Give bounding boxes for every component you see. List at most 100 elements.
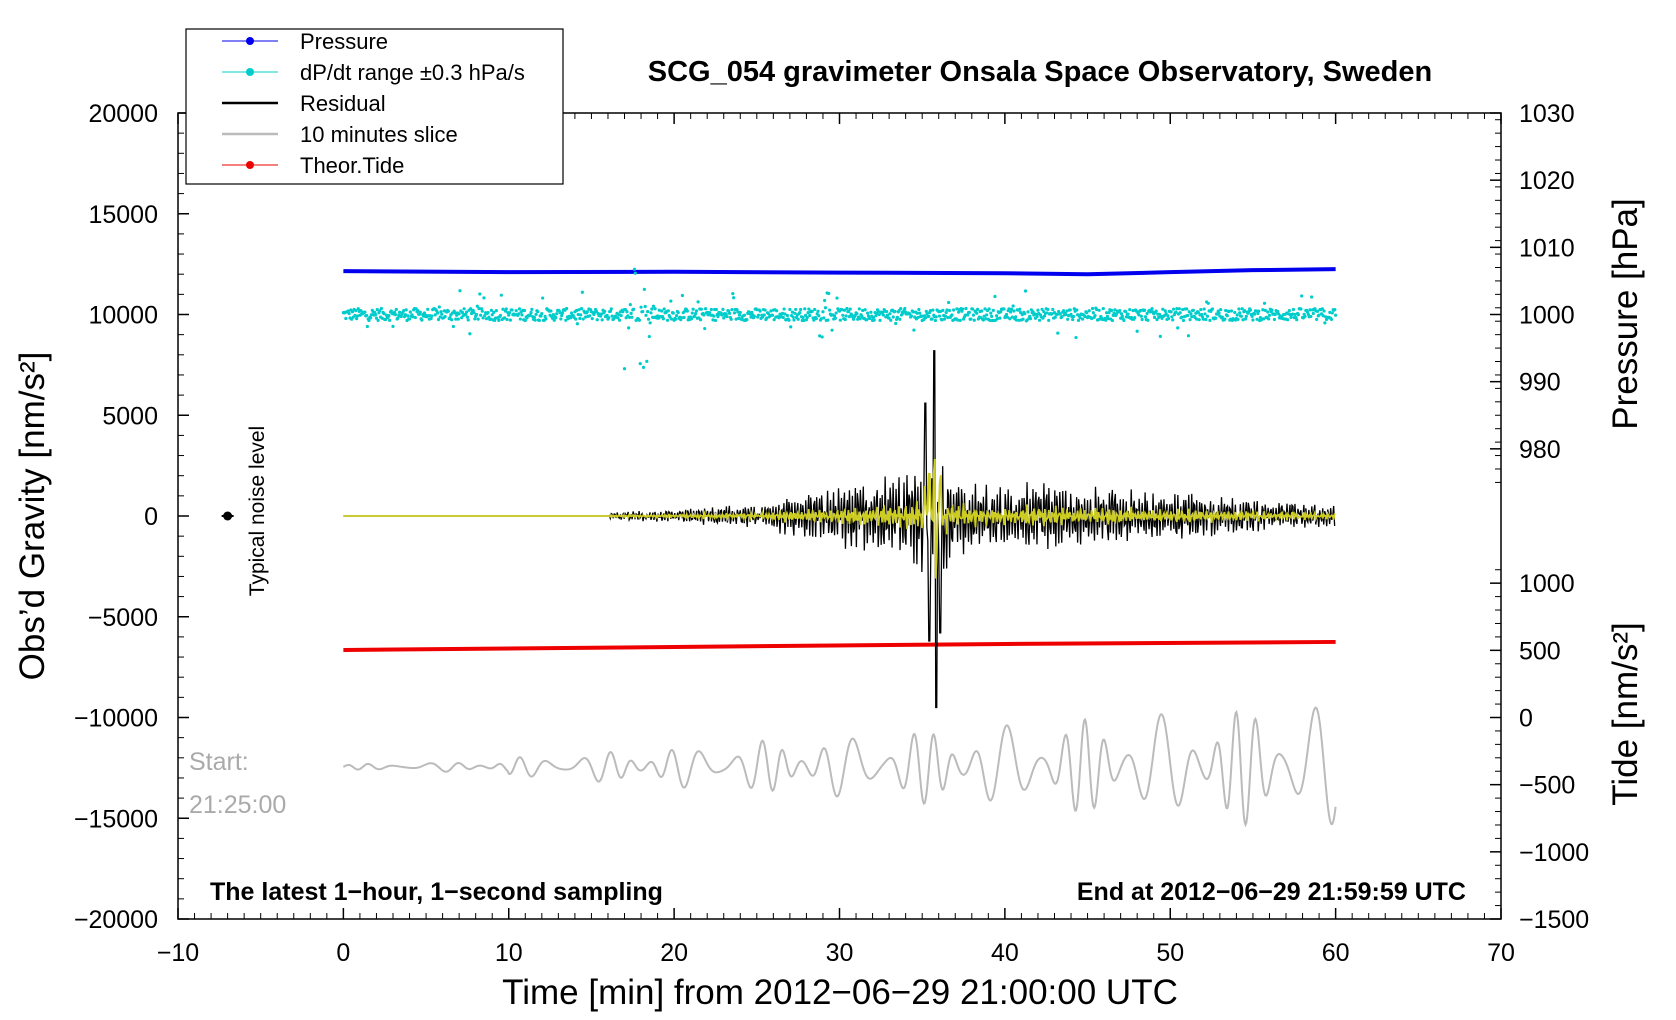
dpdt-point	[806, 311, 810, 315]
dpdt-point	[1255, 317, 1259, 321]
dpdt-point	[1303, 314, 1307, 319]
dpdt-point	[694, 311, 698, 316]
dpdt-point	[482, 296, 486, 300]
dpdt-point	[1036, 308, 1040, 312]
y-tick-label: 0	[144, 503, 158, 531]
dpdt-point	[1170, 315, 1174, 319]
dpdt-point	[930, 317, 934, 321]
dpdt-point	[1118, 308, 1122, 313]
dpdt-point	[623, 307, 627, 312]
dpdt-point	[446, 309, 450, 313]
dpdt-point	[436, 317, 441, 322]
dpdt-point	[716, 315, 720, 319]
dpdt-point	[851, 317, 856, 321]
dpdt-point	[1135, 329, 1139, 333]
dpdt-point	[987, 307, 991, 311]
dpdt-point	[1171, 307, 1176, 311]
dpdt-point	[1205, 314, 1210, 318]
legend-label: 10 minutes slice	[300, 122, 458, 147]
dpdt-point	[578, 316, 582, 321]
dpdt-point	[822, 316, 826, 320]
legend-label: Pressure	[300, 29, 388, 54]
x-tick-label: 0	[336, 939, 350, 967]
dpdt-point	[499, 293, 503, 297]
dpdt-point	[1262, 317, 1266, 321]
dpdt-point	[885, 309, 889, 314]
dpdt-point	[779, 315, 783, 319]
dpdt-point	[422, 311, 427, 315]
dpdt-point	[1038, 318, 1042, 322]
dpdt-point	[443, 315, 447, 319]
dpdt-point	[440, 312, 444, 316]
dpdt-point	[436, 311, 440, 315]
dpdt-point	[477, 306, 481, 311]
dpdt-point	[749, 315, 753, 319]
dpdt-point	[780, 311, 785, 315]
dpdt-point	[1074, 335, 1078, 340]
dpdt-point	[940, 318, 944, 322]
dpdt-point	[714, 307, 718, 312]
dpdt-point	[462, 307, 466, 311]
dpdt-point	[801, 316, 805, 320]
dpdt-point	[429, 316, 433, 321]
legend-box	[185, 28, 564, 185]
dpdt-point	[1028, 317, 1033, 321]
dpdt-point	[398, 310, 402, 314]
dpdt-point	[1009, 310, 1013, 314]
dpdt-point	[1186, 313, 1190, 318]
dpdt-point	[1110, 318, 1114, 323]
dpdt-point	[756, 313, 761, 317]
dpdt-point	[490, 313, 494, 317]
y-tick-label: −20000	[74, 906, 158, 934]
noise-label: Typical noise level	[246, 426, 269, 596]
dpdt-point	[480, 309, 484, 313]
dpdt-point	[544, 317, 548, 321]
dpdt-point	[682, 315, 686, 320]
dpdt-point	[448, 315, 452, 320]
dpdt-point	[616, 316, 620, 320]
dpdt-point	[660, 309, 664, 313]
dpdt-point	[1155, 317, 1159, 322]
dpdt-point	[969, 317, 973, 321]
dpdt-point	[1308, 308, 1312, 312]
dpdt-point	[1004, 312, 1009, 317]
dpdt-point	[380, 316, 384, 320]
dpdt-point	[912, 328, 916, 332]
x-tick-label: 40	[991, 939, 1019, 967]
dpdt-point	[522, 308, 527, 313]
dpdt-point	[1064, 313, 1068, 317]
dpdt-point	[738, 310, 742, 315]
dpdt-point	[727, 311, 732, 316]
dpdt-point	[794, 307, 798, 312]
dpdt-point	[1244, 314, 1248, 318]
dpdt-point	[827, 291, 831, 296]
dpdt-point	[1243, 317, 1248, 321]
dpdt-point	[699, 307, 704, 311]
dpdt-point	[703, 307, 708, 311]
dpdt-point	[713, 318, 718, 323]
dpdt-point	[1177, 307, 1181, 311]
dpdt-point	[998, 316, 1002, 320]
dpdt-point	[866, 311, 870, 315]
dpdt-point	[871, 316, 876, 320]
dpdt-point	[1041, 316, 1045, 320]
dpdt-point	[1143, 308, 1147, 312]
pressure-series	[343, 267, 1336, 277]
dpdt-point	[1206, 301, 1210, 305]
dpdt-point	[641, 309, 645, 314]
dpdt-point	[1018, 307, 1022, 311]
dpdt-point	[1240, 307, 1244, 311]
dpdt-point	[354, 309, 358, 313]
dpdt-point	[820, 335, 824, 339]
dpdt-point	[394, 307, 398, 312]
dpdt-point	[1119, 316, 1123, 320]
legend-entry: Residual	[222, 91, 386, 116]
dpdt-point	[1219, 307, 1223, 312]
dpdt-point	[731, 292, 735, 296]
dpdt-point	[1208, 318, 1212, 322]
dpdt-point	[574, 308, 579, 313]
dpdt-point	[407, 317, 412, 321]
dpdt-point	[1181, 307, 1185, 312]
axes: −10 0 10 20 30 40 50 60 7020000150001000050000−5…	[13, 56, 1645, 1012]
